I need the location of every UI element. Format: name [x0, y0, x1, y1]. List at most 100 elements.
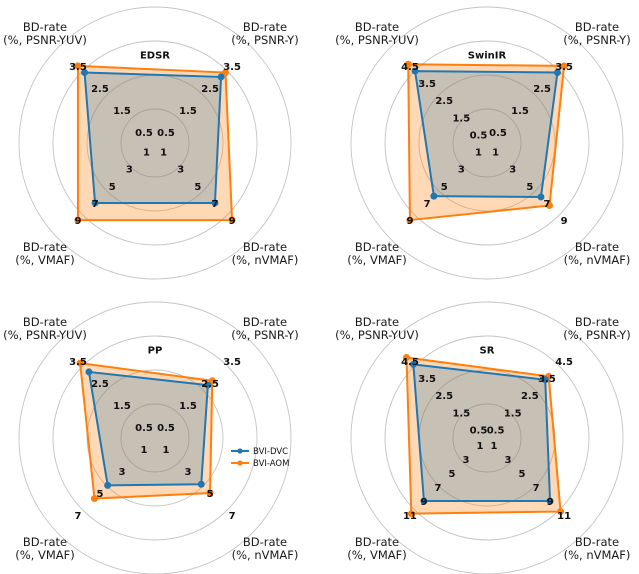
- axis-title-line: (%, PSNR-Y): [563, 33, 630, 47]
- axis-title-line: BD-rate: [243, 240, 287, 254]
- tick-label: 1: [163, 445, 170, 456]
- radar-panel-pp: 0.5 1.5 2.5 3.5 0.5 1.5 2.5 3.5 1 3 5 7 1 3 5 7 PP BD-rat…: [3, 301, 299, 574]
- data-point: [217, 73, 225, 81]
- tick-label: 9: [420, 497, 427, 508]
- tick-label: 2.5: [91, 84, 109, 95]
- data-point: [553, 69, 561, 77]
- tick-label: 7: [434, 483, 441, 494]
- axis-title-line: BD-rate: [355, 20, 399, 34]
- tick-label: 1: [492, 148, 499, 159]
- axis-title-psnr-y: BD-rate (%, PSNR-Y): [231, 315, 298, 342]
- tick-label: 5: [526, 182, 533, 193]
- data-point: [557, 508, 565, 516]
- radar-panel-edsr: 0.51.52.53.50.51.52.53.51357913579EDSRBD…: [3, 6, 299, 280]
- tick-label: 1: [477, 441, 484, 452]
- radar-panel-swinir: 0.51.52.53.54.50.51.52.53.51357913579Swi…: [335, 6, 631, 280]
- grid-ring: [86, 369, 224, 507]
- axis-title-line: (%, PSNR-YUV): [3, 33, 87, 47]
- data-point: [411, 67, 419, 75]
- data-point: [546, 202, 554, 210]
- data-point: [402, 353, 410, 361]
- axis-title-vmaf: BD-rate (%, VMAF): [15, 240, 74, 267]
- data-point: [409, 360, 417, 368]
- tick-label: 0.5: [135, 423, 153, 434]
- legend-marker: [237, 460, 243, 466]
- axis-title-nvmaf: BD-rate (%, nVMAF): [564, 535, 631, 562]
- axis-title-line: (%, VMAF): [15, 548, 74, 562]
- axis-title-line: BD-rate: [355, 315, 399, 329]
- tick-label: 0.5: [487, 425, 505, 436]
- tick-label: 3.5: [223, 62, 241, 73]
- axis-title-line: (%, PSNR-YUV): [335, 328, 419, 342]
- tick-label: 11: [557, 511, 571, 522]
- tick-label: 7: [92, 199, 99, 210]
- axis-title-nvmaf: BD-rate (%, nVMAF): [232, 240, 299, 267]
- tick-label: 3: [185, 467, 192, 478]
- grid-ring: [18, 301, 292, 574]
- data-point: [91, 199, 99, 207]
- axis-title-line: (%, nVMAF): [564, 253, 631, 267]
- radar-panel-sr: 0.51.52.53.54.50.51.52.53.54.51357911135…: [335, 301, 631, 574]
- axis-title-line: (%, PSNR-YUV): [335, 33, 419, 47]
- grid-ring: [452, 108, 522, 178]
- tick-label: 2.5: [435, 391, 453, 402]
- tick-label: 1.5: [452, 408, 470, 419]
- axis-title-nvmaf: BD-rate (%, nVMAF): [564, 240, 631, 267]
- tick-label: 0.5: [489, 128, 507, 139]
- tick-label: 7: [533, 483, 540, 494]
- tick-label: 3.5: [69, 357, 87, 368]
- tick-label: 5: [109, 182, 116, 193]
- axis-title-psnr-yuv: BD-rate (%, PSNR-YUV): [3, 20, 87, 47]
- axis-title-line: BD-rate: [575, 315, 619, 329]
- tick-label: 3.5: [418, 79, 436, 90]
- axis-title-line: BD-rate: [243, 535, 287, 549]
- tick-label: 3: [177, 165, 184, 176]
- grid-ring: [452, 403, 522, 473]
- tick-label: 3.5: [223, 357, 241, 368]
- tick-label: 5: [441, 182, 448, 193]
- axis-title-line: BD-rate: [23, 315, 67, 329]
- tick-label: 3: [505, 455, 512, 466]
- axis-title-line: BD-rate: [23, 535, 67, 549]
- grid-ring: [52, 40, 258, 246]
- data-point: [546, 497, 554, 505]
- axis-title-line: (%, PSNR-Y): [563, 328, 630, 342]
- tick-label: 1.5: [452, 113, 470, 124]
- axis-title-line: BD-rate: [243, 315, 287, 329]
- data-point: [197, 480, 205, 488]
- data-point: [85, 368, 93, 376]
- grid-ring: [120, 403, 190, 473]
- tick-label: 7: [424, 199, 431, 210]
- legend: BVI-DVC BVI-AOM: [231, 447, 289, 469]
- tick-label: 1.5: [179, 106, 197, 117]
- axis-title-psnr-yuv: BD-rate (%, PSNR-YUV): [335, 315, 419, 342]
- tick-label: 2.5: [435, 96, 453, 107]
- data-point: [74, 216, 82, 224]
- axis-title-line: (%, VMAF): [347, 548, 406, 562]
- axis-title-line: BD-rate: [355, 535, 399, 549]
- tick-label: 3: [458, 165, 465, 176]
- tick-label: 2.5: [201, 379, 219, 390]
- legend-marker: [237, 448, 243, 454]
- tick-label: 1: [160, 148, 167, 159]
- tick-label: 3: [462, 455, 469, 466]
- grid-ring: [350, 6, 624, 280]
- tick-label: 3: [118, 467, 125, 478]
- tick-label: 9: [561, 216, 568, 227]
- tick-label: 7: [543, 199, 550, 210]
- axis-title-line: BD-rate: [575, 20, 619, 34]
- data-point: [208, 377, 216, 385]
- data-point: [204, 381, 212, 389]
- tick-label: 0.5: [470, 130, 488, 141]
- tick-label: 11: [403, 511, 417, 522]
- chart-title: PP: [148, 346, 163, 357]
- tick-label: 1.5: [113, 106, 131, 117]
- grid-ring: [120, 108, 190, 178]
- chart-title: SwinIR: [468, 51, 507, 62]
- tick-label: 1: [475, 148, 482, 159]
- axis-title-line: (%, VMAF): [15, 253, 74, 267]
- tick-label: 9: [229, 216, 236, 227]
- tick-label: 1: [491, 441, 498, 452]
- axis-title-psnr-y: BD-rate (%, PSNR-Y): [563, 20, 630, 47]
- tick-label: 4.5: [555, 357, 573, 368]
